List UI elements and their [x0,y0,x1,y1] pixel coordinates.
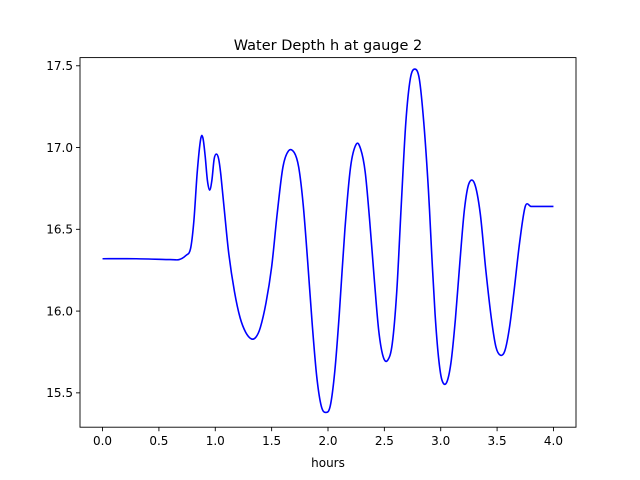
x-tick-label: 2.0 [318,434,337,448]
y-tick-label: 16.5 [46,223,73,237]
series-line [102,68,554,414]
y-tick-label: 16.0 [46,304,73,318]
y-axis: 15.5 16.0 16.5 17.0 17.5 [46,59,80,400]
x-tick-label: 3.0 [431,434,450,448]
x-axis: 0.0 0.5 1.0 1.5 2.0 2.5 3.0 3.5 4.0 [93,427,563,448]
x-axis-label: hours [311,456,345,470]
y-tick-label: 15.5 [46,386,73,400]
x-tick-label: 1.5 [262,434,281,448]
y-tick-label: 17.5 [46,59,73,73]
x-tick-label: 3.5 [488,434,507,448]
x-tick-label: 4.0 [544,434,563,448]
x-tick-label: 2.5 [375,434,394,448]
y-tick-label: 17.0 [46,141,73,155]
plot-frame [79,57,577,428]
x-tick-label: 0.5 [149,434,168,448]
x-tick-label: 1.0 [206,434,225,448]
x-tick-label: 0.0 [93,434,112,448]
chart-title: Water Depth h at gauge 2 [234,38,422,54]
